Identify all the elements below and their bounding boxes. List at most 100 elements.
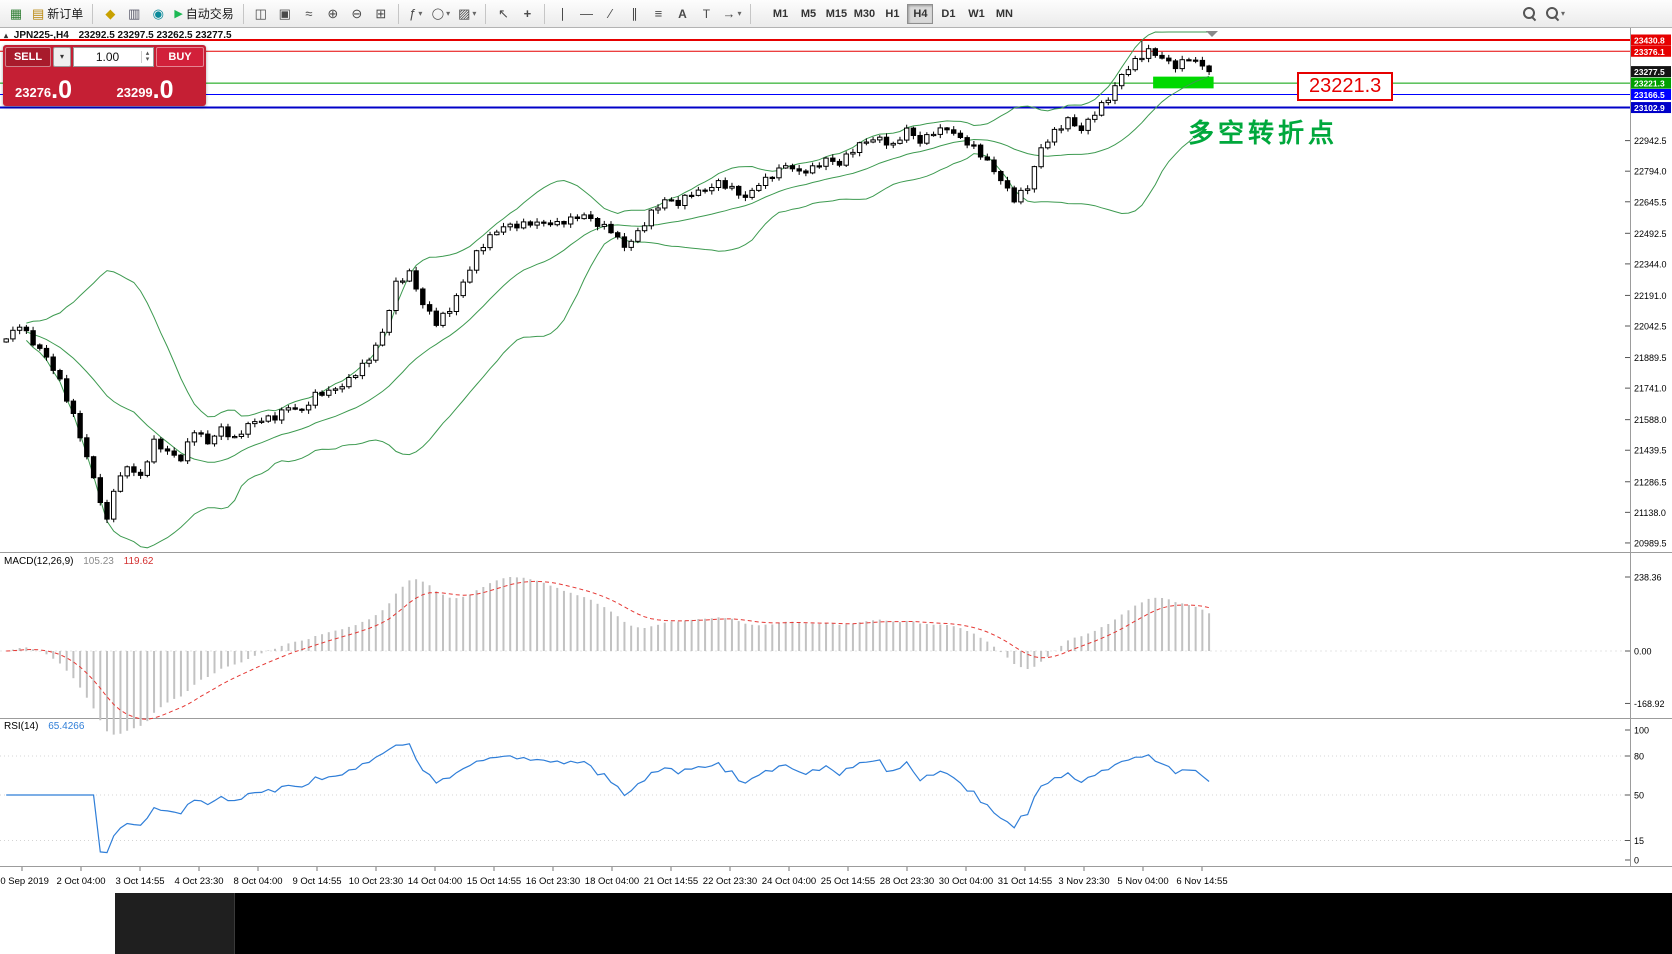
- timeframe-M30[interactable]: M30: [853, 7, 876, 20]
- timeframe-M15[interactable]: M15: [825, 7, 848, 20]
- svg-text:2 Oct 04:00: 2 Oct 04:00: [56, 876, 105, 887]
- volume-spinner[interactable]: ▴ ▾: [141, 49, 153, 63]
- tile-windows-icon[interactable]: ⊞: [375, 5, 387, 21]
- trend-line-tool-icon[interactable]: ∕: [609, 6, 612, 21]
- svg-text:25 Oct 14:55: 25 Oct 14:55: [821, 876, 875, 887]
- svg-text:22344.0: 22344.0: [1634, 259, 1667, 269]
- chevron-down-icon: ▾: [1560, 9, 1565, 18]
- svg-text:21 Oct 14:55: 21 Oct 14:55: [644, 876, 698, 887]
- svg-text:23376.1: 23376.1: [1634, 47, 1665, 57]
- timeframe-M5[interactable]: M5: [800, 7, 817, 20]
- templates-button[interactable]: ▨ ▾: [455, 3, 479, 25]
- timeframe-H1[interactable]: H1: [885, 7, 900, 20]
- sell-button[interactable]: SELL: [5, 46, 51, 67]
- periods-button[interactable]: ◯ ▾: [429, 3, 453, 25]
- svg-text:23430.8: 23430.8: [1634, 36, 1665, 46]
- chevron-down-icon: ▾: [446, 9, 451, 18]
- main-toolbar: ▦ ▤ 新订单 ◆ ▥ ◉ ▶ 自动交易 ◫ ▣ ≈ ⊕ ⊖ ⊞ ƒ ▾ ◯ ▾…: [0, 0, 1672, 28]
- toolbar-separator: [544, 3, 546, 24]
- svg-text:-168.92: -168.92: [1634, 699, 1665, 709]
- svg-text:23166.5: 23166.5: [1634, 90, 1665, 100]
- navigator-icon[interactable]: ◉: [152, 5, 164, 21]
- svg-text:4 Oct 23:30: 4 Oct 23:30: [174, 876, 223, 887]
- taskbar-item[interactable]: [115, 893, 235, 954]
- svg-text:238.36: 238.36: [1634, 573, 1662, 583]
- new-order-label: 新订单: [47, 7, 84, 21]
- sell-price[interactable]: 23276 .0: [3, 78, 105, 103]
- timeframe-MN[interactable]: MN: [995, 7, 1013, 20]
- price-annotation-box[interactable]: 23221.3: [1297, 72, 1394, 101]
- spinner-up-icon[interactable]: ▴: [145, 49, 150, 57]
- svg-text:3 Oct 14:55: 3 Oct 14:55: [115, 876, 164, 887]
- volume-input[interactable]: 1.00 ▴ ▾: [73, 46, 154, 67]
- new-order-button[interactable]: ▤ 新订单: [29, 3, 86, 25]
- crosshair-icon[interactable]: +: [523, 6, 532, 21]
- indicators-button[interactable]: ƒ ▾: [405, 3, 427, 25]
- svg-text:22191.0: 22191.0: [1634, 291, 1667, 301]
- horizontal-line-tool-icon[interactable]: ―: [579, 6, 593, 21]
- text-tool-icon[interactable]: A: [678, 6, 687, 21]
- toolbar-separator: [750, 3, 752, 24]
- zoom-out-icon[interactable]: ⊖: [351, 5, 363, 21]
- svg-text:23221.3: 23221.3: [1634, 79, 1665, 89]
- candle-chart-icon[interactable]: ▣: [278, 5, 291, 21]
- search-icon[interactable]: [1519, 3, 1541, 25]
- rsi-label: RSI(14) 65.4266: [4, 721, 91, 732]
- cursor-icon[interactable]: ↖: [497, 5, 509, 21]
- bar-chart-icon[interactable]: ◫: [254, 5, 267, 21]
- svg-text:21741.0: 21741.0: [1634, 384, 1667, 394]
- channel-tool-icon[interactable]: ∥: [631, 5, 638, 21]
- market-watch-icon[interactable]: ◆: [105, 5, 116, 21]
- order-type-dropdown[interactable]: ▾: [53, 46, 71, 67]
- toolbar-separator: [92, 3, 94, 24]
- periods-icon: ◯: [431, 8, 445, 20]
- auto-trading-button[interactable]: ▶ 自动交易: [171, 3, 236, 25]
- rsi-value: 65.4266: [48, 721, 85, 732]
- svg-text:31 Oct 14:55: 31 Oct 14:55: [998, 876, 1052, 887]
- svg-text:50: 50: [1634, 791, 1644, 801]
- svg-text:21588.0: 21588.0: [1634, 415, 1667, 425]
- symbol-search-button[interactable]: ▾: [1543, 3, 1568, 25]
- svg-text:22645.5: 22645.5: [1634, 197, 1667, 207]
- fibonacci-tool-icon[interactable]: ≡: [654, 6, 663, 21]
- data-window-icon[interactable]: ▥: [128, 5, 141, 21]
- symbol-info: ▴ JPN225-,H4 23292.5 23297.5 23262.5 232…: [4, 30, 239, 41]
- svg-text:0: 0: [1634, 856, 1639, 866]
- label-tool-icon[interactable]: T: [702, 6, 711, 21]
- templates-icon: ▨: [458, 5, 471, 21]
- spinner-down-icon[interactable]: ▾: [145, 55, 150, 63]
- collapse-icon[interactable]: ▴: [4, 31, 9, 40]
- timeframe-H4[interactable]: H4: [907, 3, 934, 24]
- turning-point-note[interactable]: 多空转折点: [1188, 118, 1339, 148]
- line-chart-icon[interactable]: ≈: [305, 6, 313, 21]
- timeframe-toolbar: M1 M5 M15 M30 H1 H4 D1 W1 MN: [766, 3, 1018, 24]
- chevron-down-icon: ▾: [737, 9, 742, 18]
- toolbar-separator: [242, 3, 244, 24]
- vertical-line-tool-icon[interactable]: ∣: [559, 5, 566, 21]
- svg-text:6 Nov 14:55: 6 Nov 14:55: [1176, 876, 1227, 887]
- timeframe-D1[interactable]: D1: [941, 7, 956, 20]
- svg-text:22942.5: 22942.5: [1634, 136, 1667, 146]
- svg-text:28 Oct 23:30: 28 Oct 23:30: [880, 876, 934, 887]
- svg-text:23102.9: 23102.9: [1634, 103, 1665, 113]
- svg-text:22 Oct 23:30: 22 Oct 23:30: [703, 876, 757, 887]
- timeframe-M1[interactable]: M1: [772, 7, 789, 20]
- timeframe-W1[interactable]: W1: [968, 7, 985, 20]
- macd-name: MACD(12,26,9): [4, 556, 74, 567]
- symbol-ohlc: 23292.5 23297.5 23262.5 23277.5: [78, 30, 232, 41]
- buy-button[interactable]: BUY: [156, 46, 204, 67]
- svg-text:10 Oct 23:30: 10 Oct 23:30: [349, 876, 403, 887]
- play-icon: ▶: [174, 8, 183, 20]
- macd-main-value: 105.23: [83, 556, 114, 567]
- symbol-name: JPN225-,H4: [13, 30, 69, 41]
- svg-text:22794.0: 22794.0: [1634, 167, 1667, 177]
- svg-text:100: 100: [1634, 726, 1649, 736]
- svg-text:21889.5: 21889.5: [1634, 353, 1667, 363]
- buy-price[interactable]: 23299 .0: [105, 78, 207, 103]
- zoom-in-icon[interactable]: ⊕: [327, 5, 339, 21]
- search-magnifier-icon: [1523, 7, 1536, 20]
- svg-text:30 Sep 2019: 30 Sep 2019: [0, 876, 49, 887]
- arrows-tool-button[interactable]: → ▾: [719, 3, 744, 25]
- svg-text:0.00: 0.00: [1634, 647, 1652, 657]
